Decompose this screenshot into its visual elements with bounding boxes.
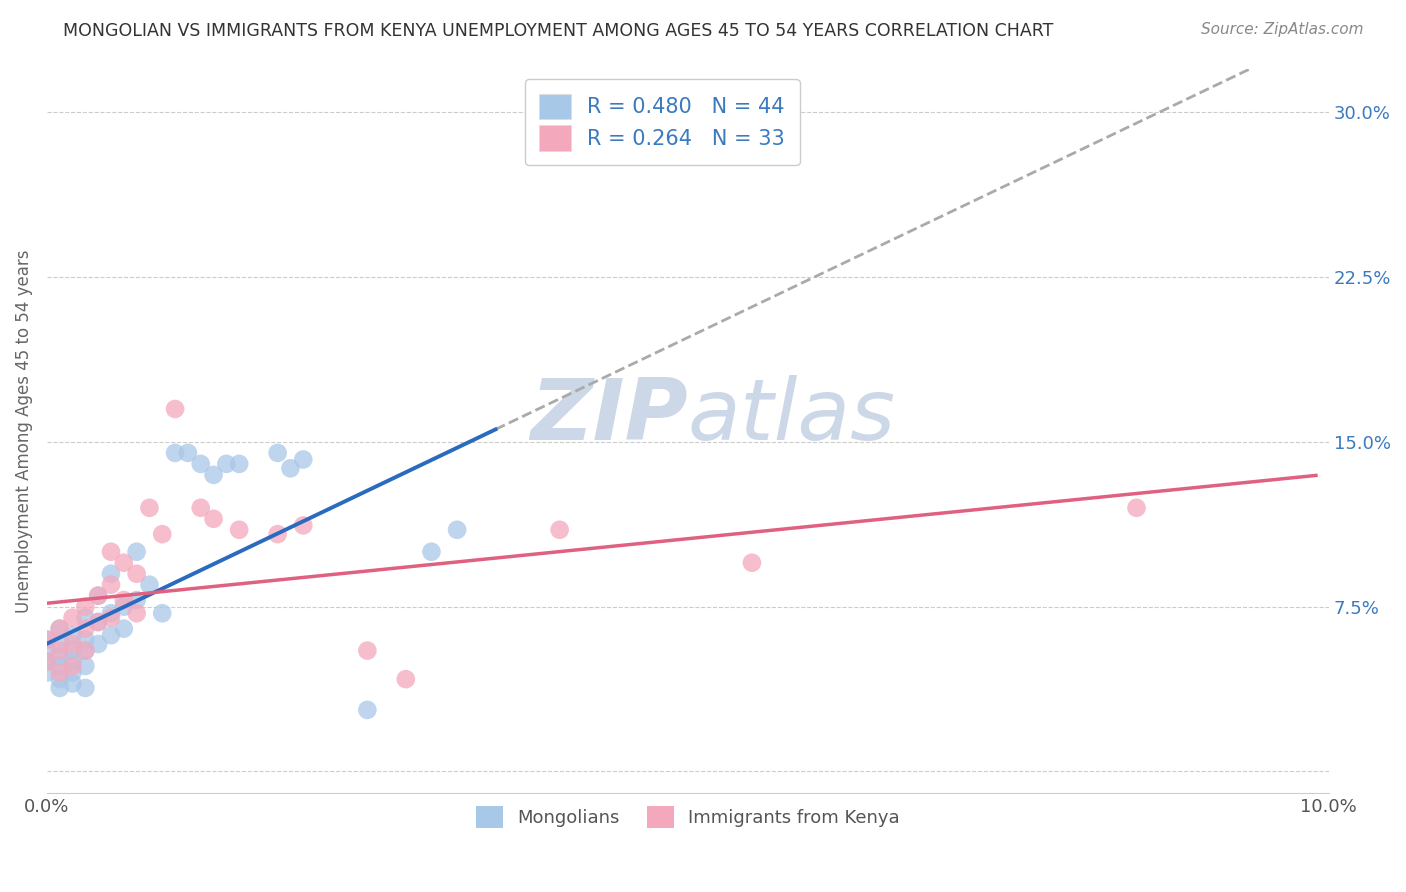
Point xyxy=(100,610,122,624)
Text: atlas: atlas xyxy=(688,375,896,458)
Point xyxy=(62,610,84,624)
Point xyxy=(125,545,148,559)
Point xyxy=(35,665,58,680)
Point xyxy=(190,500,212,515)
Point xyxy=(75,643,97,657)
Point xyxy=(48,622,70,636)
Point xyxy=(75,681,97,695)
Point xyxy=(292,518,315,533)
Point xyxy=(48,643,70,657)
Point xyxy=(125,566,148,581)
Point xyxy=(100,545,122,559)
Point xyxy=(87,615,110,629)
Point xyxy=(395,672,418,686)
Point xyxy=(548,523,571,537)
Point xyxy=(177,446,200,460)
Point xyxy=(100,606,122,620)
Point xyxy=(62,665,84,680)
Point xyxy=(48,659,70,673)
Point xyxy=(292,452,315,467)
Point xyxy=(48,681,70,695)
Point xyxy=(112,556,135,570)
Point xyxy=(48,665,70,680)
Point xyxy=(112,622,135,636)
Point xyxy=(356,643,378,657)
Point xyxy=(138,500,160,515)
Point xyxy=(202,467,225,482)
Point xyxy=(62,643,84,657)
Point xyxy=(165,401,187,416)
Point xyxy=(100,628,122,642)
Text: MONGOLIAN VS IMMIGRANTS FROM KENYA UNEMPLOYMENT AMONG AGES 45 TO 54 YEARS CORREL: MONGOLIAN VS IMMIGRANTS FROM KENYA UNEMP… xyxy=(63,22,1053,40)
Point xyxy=(112,593,135,607)
Point xyxy=(112,599,135,614)
Point xyxy=(48,650,70,665)
Point xyxy=(100,566,122,581)
Y-axis label: Unemployment Among Ages 45 to 54 years: Unemployment Among Ages 45 to 54 years xyxy=(15,249,32,613)
Point xyxy=(356,703,378,717)
Point xyxy=(190,457,212,471)
Point xyxy=(266,446,288,460)
Point xyxy=(75,622,97,636)
Legend: Mongolians, Immigrants from Kenya: Mongolians, Immigrants from Kenya xyxy=(468,798,907,835)
Point xyxy=(75,643,97,657)
Point xyxy=(87,589,110,603)
Point xyxy=(150,527,173,541)
Point xyxy=(420,545,443,559)
Point xyxy=(215,457,238,471)
Point xyxy=(100,577,122,591)
Point xyxy=(202,512,225,526)
Point xyxy=(165,446,187,460)
Point xyxy=(266,527,288,541)
Point xyxy=(125,606,148,620)
Point xyxy=(87,589,110,603)
Point xyxy=(87,615,110,629)
Point xyxy=(150,606,173,620)
Point xyxy=(35,632,58,647)
Point xyxy=(75,659,97,673)
Point xyxy=(125,593,148,607)
Text: ZIP: ZIP xyxy=(530,375,688,458)
Text: Source: ZipAtlas.com: Source: ZipAtlas.com xyxy=(1201,22,1364,37)
Point xyxy=(62,676,84,690)
Point xyxy=(446,523,468,537)
Point xyxy=(75,599,97,614)
Point xyxy=(228,457,250,471)
Point xyxy=(35,655,58,669)
Point xyxy=(62,628,84,642)
Point xyxy=(48,672,70,686)
Point xyxy=(48,637,70,651)
Point xyxy=(62,659,84,673)
Point xyxy=(1125,500,1147,515)
Point xyxy=(62,655,84,669)
Point xyxy=(35,632,58,647)
Point xyxy=(741,556,763,570)
Point xyxy=(35,643,58,657)
Point xyxy=(87,637,110,651)
Point xyxy=(75,610,97,624)
Point xyxy=(138,577,160,591)
Point xyxy=(48,622,70,636)
Point xyxy=(228,523,250,537)
Point xyxy=(35,655,58,669)
Point xyxy=(62,637,84,651)
Point xyxy=(280,461,302,475)
Point xyxy=(75,632,97,647)
